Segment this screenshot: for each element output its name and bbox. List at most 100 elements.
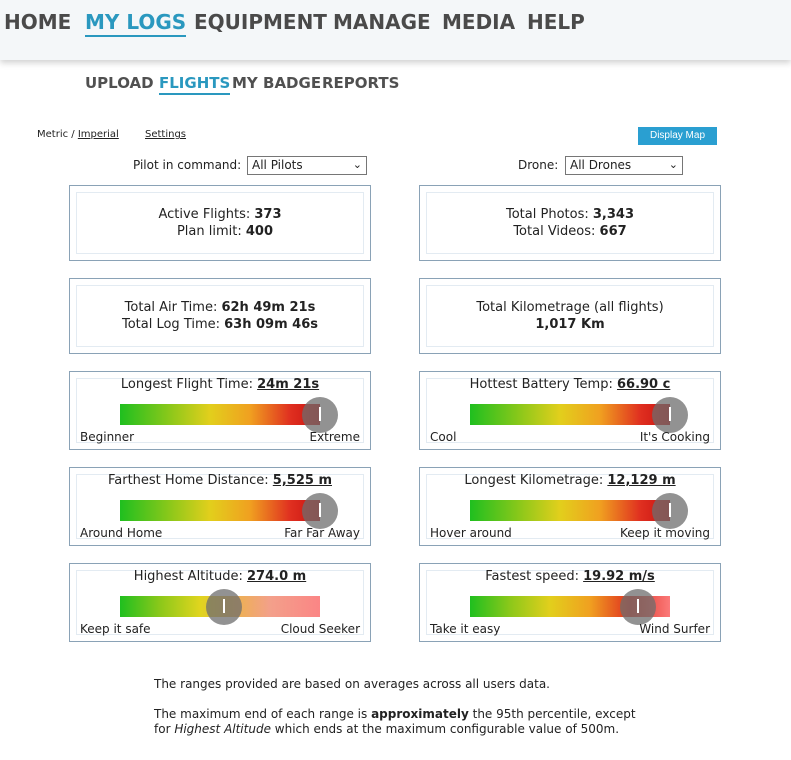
range-bar [120, 404, 320, 425]
range-slider-handle [302, 397, 338, 433]
subnav-flights[interactable]: FLIGHTS [159, 73, 231, 95]
percentile-note: The maximum end of each range is approxi… [154, 707, 636, 722]
drone-select[interactable]: All Drones ⌄ [565, 156, 683, 175]
range-max-label: Extreme [309, 430, 360, 444]
log-time-line: Total Log Time: 63h 09m 46s [70, 317, 370, 332]
nav-manage[interactable]: MANAGE [333, 10, 431, 34]
settings-link[interactable]: Settings [145, 129, 186, 140]
pilot-select-value: All Pilots [252, 158, 303, 172]
km-label: Total Kilometrage (all flights) [476, 300, 664, 315]
hottest-battery-temp-card: Hottest Battery Temp: 66.90 c Cool It's … [419, 371, 721, 450]
nav-home[interactable]: HOME [4, 10, 72, 34]
range-min-label: Keep it safe [80, 622, 151, 636]
range-value: 19.92 m/s [583, 569, 655, 584]
total-photos-line: Total Photos: 3,343 [420, 207, 720, 222]
range-slider-handle [206, 589, 242, 625]
chevron-down-icon: ⌄ [668, 158, 678, 171]
active-flights-label: Active Flights: [158, 207, 255, 222]
range-slider-handle [620, 589, 656, 625]
highest-altitude-card: Highest Altitude: 274.0 m Keep it safe C… [69, 563, 371, 642]
air-time-line: Total Air Time: 62h 49m 21s [70, 300, 370, 315]
subnav-my-badge[interactable]: MY BADGE [232, 74, 322, 92]
chevron-down-icon: ⌄ [352, 158, 362, 171]
range-title: Fastest speed: 19.92 m/s [420, 569, 720, 584]
nav-my-logs[interactable]: MY LOGS [85, 9, 187, 37]
range-value: 66.90 c [616, 377, 671, 392]
display-map-button[interactable]: Display Map [638, 127, 717, 145]
range-min-label: Take it easy [430, 622, 501, 636]
range-min-label: Cool [430, 430, 457, 444]
nav-equipment[interactable]: EQUIPMENT [194, 10, 327, 34]
longest-kilometrage-card: Longest Kilometrage: 12,129 m Hover arou… [419, 467, 721, 546]
range-bar [470, 404, 670, 425]
altitude-note: for Highest Altitude which ends at the m… [154, 722, 619, 737]
subnav-upload[interactable]: UPLOAD [85, 74, 154, 92]
settings-label: Settings [145, 129, 187, 140]
total-videos-line: Total Videos: 667 [420, 224, 720, 239]
fastest-speed-card: Fastest speed: 19.92 m/s Take it easy Wi… [419, 563, 721, 642]
plan-limit-value: 400 [245, 224, 274, 239]
total-photos-label: Total Photos: [506, 207, 593, 222]
log-time-label: Total Log Time: [121, 317, 225, 332]
plan-limit-line: Plan limit: 400 [80, 224, 370, 239]
nav-media[interactable]: MEDIA [442, 10, 516, 34]
km-value-line: 1,017 Km [420, 317, 720, 332]
media-totals-card: Total Photos: 3,343 Total Videos: 667 [419, 185, 721, 261]
pilot-label: Pilot in command: [133, 158, 242, 172]
range-min-label: Hover around [430, 526, 512, 540]
active-flights-card: Active Flights: 373 Plan limit: 400 [69, 185, 371, 261]
total-videos-value: 667 [599, 224, 627, 239]
range-value: 12,129 m [607, 473, 676, 488]
range-label: Hottest Battery Temp: [469, 377, 617, 392]
range-title: Longest Flight Time: 24m 21s [70, 377, 370, 392]
subnav-reports[interactable]: REPORTS [322, 74, 400, 92]
log-time-value: 63h 09m 46s [224, 317, 319, 332]
range-value: 274.0 m [247, 569, 307, 584]
range-bar [120, 500, 320, 521]
units-separator: / [68, 129, 78, 140]
range-slider-handle [652, 493, 688, 529]
range-max-label: Keep it moving [619, 526, 710, 540]
note-text: The maximum end of each range is [154, 707, 372, 721]
top-navigation: HOME MY LOGS EQUIPMENT MANAGE MEDIA HELP [0, 0, 791, 60]
range-slider-handle [302, 493, 338, 529]
note-italic: Highest Altitude [174, 722, 271, 736]
drone-label: Drone: [518, 158, 559, 172]
range-bar [470, 500, 670, 521]
range-max-label: Wind Surfer [639, 622, 710, 636]
note-text: which ends at the maximum configurable v… [270, 722, 620, 736]
ranges-note: The ranges provided are based on average… [154, 677, 550, 691]
air-time-card: Total Air Time: 62h 49m 21s Total Log Ti… [69, 278, 371, 354]
units-metric: Metric [37, 129, 69, 140]
units-imperial-link[interactable]: Imperial [77, 129, 119, 140]
range-min-label: Around Home [80, 526, 163, 540]
active-flights-value: 373 [254, 207, 282, 222]
range-max-label: Far Far Away [284, 526, 360, 540]
range-label: Highest Altitude: [133, 569, 247, 584]
range-label: Longest Kilometrage: [464, 473, 608, 488]
note-text: for [154, 722, 175, 736]
range-label: Farthest Home Distance: [107, 473, 273, 488]
plan-limit-label: Plan limit: [176, 224, 246, 239]
air-time-label: Total Air Time: [124, 300, 222, 315]
air-time-value: 62h 49m 21s [221, 300, 316, 315]
km-value: 1,017 Km [535, 317, 605, 332]
nav-help[interactable]: HELP [527, 10, 585, 34]
range-label: Longest Flight Time: [120, 377, 258, 392]
drone-select-value: All Drones [570, 158, 632, 172]
range-max-label: It's Cooking [639, 430, 710, 444]
range-title: Highest Altitude: 274.0 m [70, 569, 370, 584]
units-switch: Metric / Imperial [37, 129, 119, 140]
note-bold: approximately [371, 707, 469, 721]
range-value: 5,525 m [272, 473, 332, 488]
range-min-label: Beginner [80, 430, 135, 444]
note-text: the 95th percentile, except [468, 707, 636, 721]
longest-flight-time-card: Longest Flight Time: 24m 21s Beginner Ex… [69, 371, 371, 450]
farthest-home-distance-card: Farthest Home Distance: 5,525 m Around H… [69, 467, 371, 546]
total-photos-value: 3,343 [592, 207, 634, 222]
kilometrage-card: Total Kilometrage (all flights) 1,017 Km [419, 278, 721, 354]
total-videos-label: Total Videos: [513, 224, 600, 239]
pilot-select[interactable]: All Pilots ⌄ [247, 156, 367, 175]
range-title: Hottest Battery Temp: 66.90 c [420, 377, 720, 392]
range-label: Fastest speed: [485, 569, 584, 584]
